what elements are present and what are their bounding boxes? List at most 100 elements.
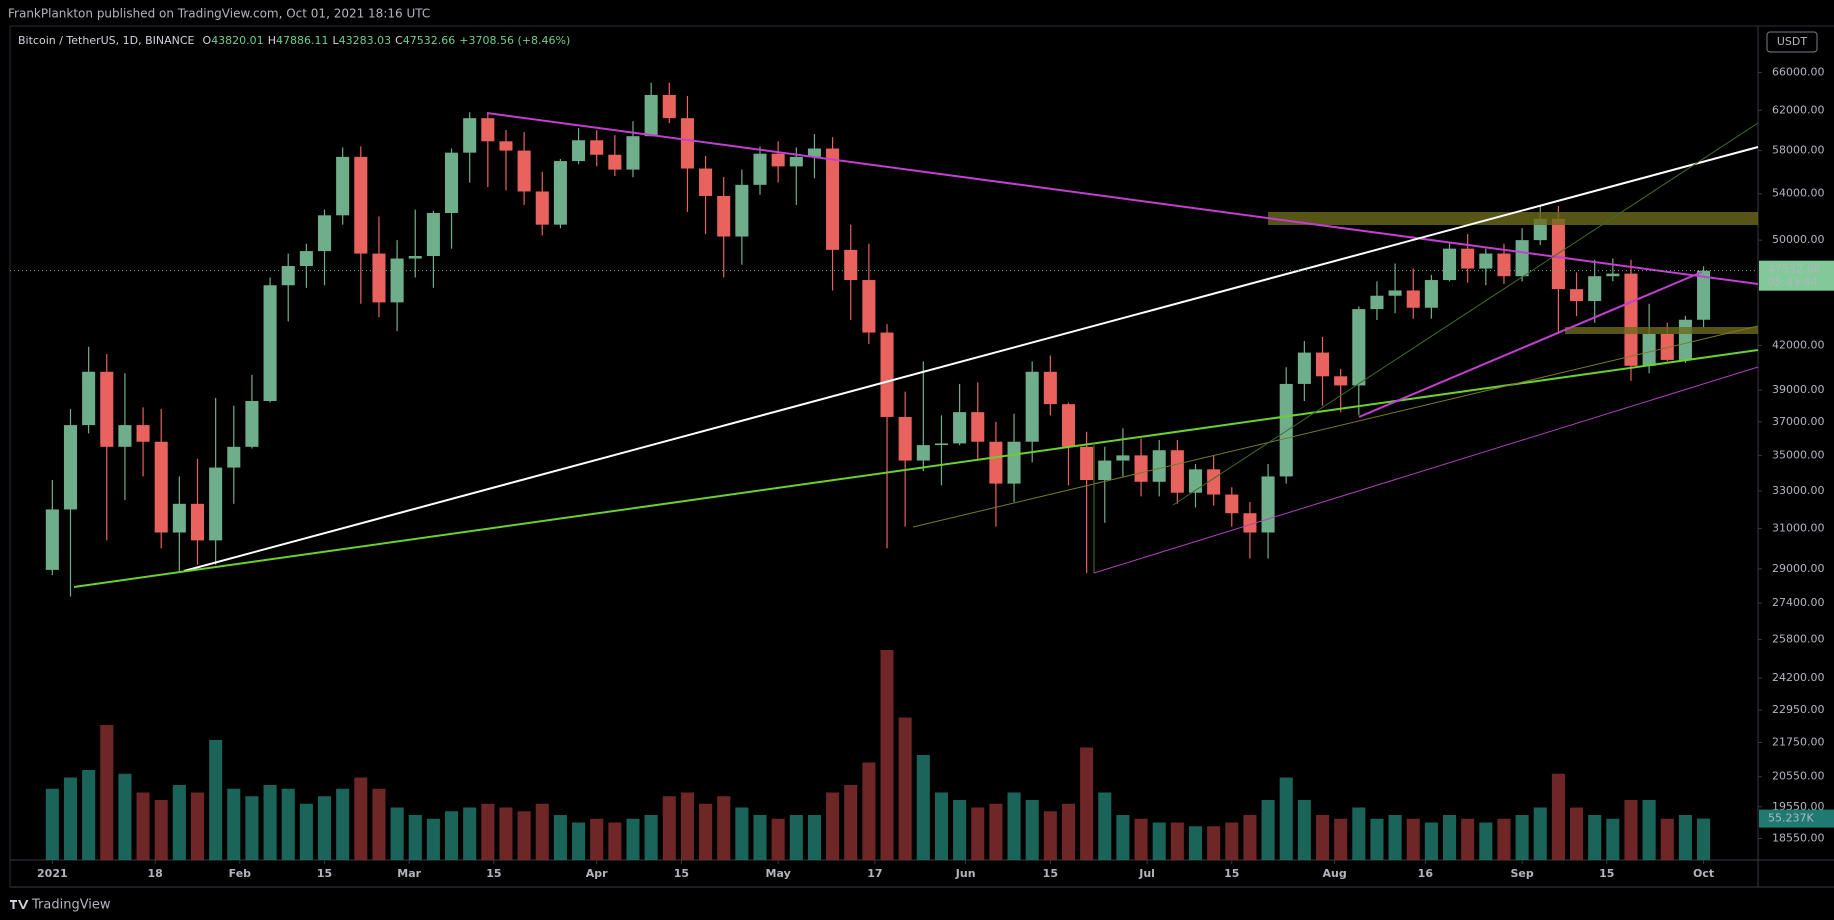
volume-bar — [553, 815, 567, 860]
y-tick-label: 19550.00 — [1772, 800, 1825, 813]
logo-icon — [10, 900, 29, 909]
candle-body — [408, 256, 422, 259]
x-tick-label: 16 — [1418, 867, 1434, 880]
volume-bar — [771, 818, 785, 860]
candle-body — [154, 441, 168, 533]
x-tick-label: 15 — [1599, 867, 1614, 880]
candle-body — [1025, 371, 1039, 442]
volume-bar — [354, 777, 368, 860]
volume-bar — [826, 792, 840, 860]
volume-bar — [136, 792, 150, 860]
x-tick-label: May — [766, 867, 791, 880]
candle-body — [390, 258, 404, 303]
candle-body — [426, 213, 440, 257]
price-label-box — [1759, 260, 1834, 291]
volume-bar — [680, 792, 694, 860]
low-letter: L — [332, 34, 339, 47]
y-tick-label: 50000.00 — [1772, 233, 1825, 246]
volume-bar — [118, 773, 132, 860]
candle-body — [45, 509, 59, 570]
volume-bar — [263, 785, 277, 860]
candle-body — [1570, 289, 1584, 302]
volume-bar — [1043, 811, 1057, 860]
volume-bar — [953, 800, 967, 860]
y-tick-label: 29000.00 — [1772, 562, 1825, 575]
volume-bar — [1170, 822, 1184, 860]
volume-bar — [989, 803, 1003, 860]
volume-bar — [590, 818, 604, 860]
candle-body — [1497, 253, 1511, 277]
candle-body — [1388, 290, 1402, 296]
candle-body — [499, 141, 513, 151]
close-letter: C — [395, 34, 403, 47]
volume-bar — [45, 788, 59, 860]
y-tick-label: 62000.00 — [1772, 103, 1825, 116]
volume-bar — [1588, 815, 1602, 860]
candle-body — [1697, 270, 1711, 320]
candle-body — [209, 467, 223, 541]
candle-body — [916, 445, 930, 461]
x-tick-label: 15 — [486, 867, 501, 880]
volume-bar — [154, 800, 168, 860]
x-tick-label: Aug — [1322, 867, 1346, 880]
volume-bar — [807, 815, 821, 860]
x-tick-label: 17 — [867, 867, 882, 880]
candle-body — [771, 153, 785, 167]
candle-body — [789, 156, 803, 167]
candle-body — [100, 371, 114, 447]
candle-body — [989, 441, 1003, 484]
volume-bar — [1279, 777, 1293, 860]
volume-bar — [1461, 818, 1475, 860]
x-tick-label: Jul — [1138, 867, 1155, 880]
volume-bar — [372, 788, 386, 860]
publish-header: FrankPlankton published on TradingView.c… — [8, 7, 430, 21]
volume-bar — [1134, 818, 1148, 860]
candle-body — [644, 94, 658, 137]
candle-body — [807, 148, 821, 157]
candle-body — [1370, 295, 1384, 310]
candle-body — [590, 140, 604, 155]
candle-body — [190, 503, 205, 541]
volume-bar — [844, 785, 858, 860]
volume-bar — [1061, 803, 1076, 860]
candle-body — [699, 168, 713, 196]
candle-body — [1207, 469, 1221, 495]
candle-body — [1624, 273, 1638, 366]
candle-body — [1515, 240, 1529, 277]
volume-bar — [1080, 747, 1094, 860]
trend-line — [1093, 366, 1759, 574]
candle-body — [1479, 253, 1493, 269]
candle-body — [1261, 476, 1275, 533]
volume-bar — [1152, 822, 1166, 860]
candle-body — [445, 152, 459, 214]
volume-bar — [1442, 815, 1457, 860]
currency-box[interactable] — [1766, 31, 1818, 53]
currency[interactable]: USDT — [1777, 35, 1808, 48]
candle-body — [680, 118, 694, 169]
candle-body — [753, 153, 767, 185]
y-tick-label: 24200.00 — [1772, 671, 1825, 684]
volume-bar — [1116, 815, 1130, 860]
candle-body — [844, 249, 858, 281]
volume-bar — [1551, 773, 1565, 860]
volume-bar — [63, 777, 78, 860]
volume-bar — [281, 788, 295, 860]
candle-body — [1170, 450, 1184, 493]
volume-bar — [499, 807, 513, 860]
volume-bar — [227, 788, 241, 860]
y-tick-label: 39000.00 — [1772, 383, 1825, 396]
volume-bar — [1207, 826, 1221, 860]
candle-body — [1424, 280, 1438, 308]
candle-body — [1315, 352, 1330, 377]
volume-bar — [390, 807, 404, 860]
zone — [1268, 212, 1758, 225]
trend-line — [486, 112, 1759, 285]
volume-bar — [1660, 818, 1674, 860]
candle-body — [281, 266, 295, 286]
y-tick-label: 21750.00 — [1772, 735, 1825, 748]
candle-body — [136, 425, 150, 442]
open-letter: O — [203, 34, 212, 47]
x-tick-label: 2021 — [37, 867, 68, 880]
volume-bar — [644, 815, 658, 860]
volume-bar — [608, 822, 622, 860]
